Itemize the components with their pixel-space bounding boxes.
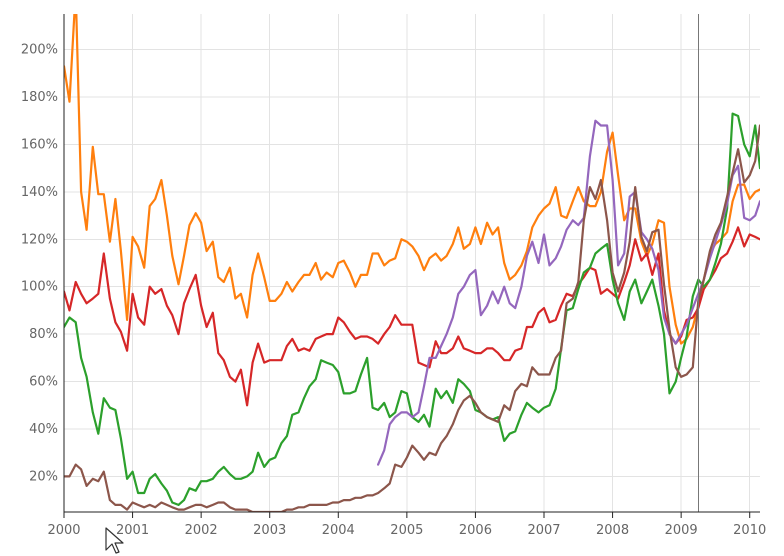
- x-tick-label: 2010: [733, 523, 766, 538]
- x-tick-label: 2006: [459, 523, 492, 538]
- y-tick-label: 40%: [29, 422, 58, 437]
- x-tick-label: 2008: [596, 523, 629, 538]
- x-tick-label: 2004: [322, 523, 355, 538]
- series-line-1: [64, 14, 760, 345]
- y-axis-labels: 20% 40% 60% 80% 100% 120% 140% 160% 180% 200%: [21, 43, 58, 485]
- series-layer: [64, 14, 760, 512]
- y-tick-label: 200%: [21, 43, 58, 58]
- series-line-5: [64, 124, 760, 512]
- series-line-4: [377, 119, 760, 466]
- x-tick-label: 2002: [185, 523, 218, 538]
- y-tick-label: 100%: [21, 280, 58, 295]
- x-tick-label: 2000: [47, 523, 80, 538]
- y-tick-label: 120%: [21, 232, 58, 247]
- x-axis-labels: 2000 2001 2002 2003 2004 2005 2006 2007 2008 2009…: [47, 512, 766, 538]
- y-tick-label: 20%: [29, 469, 58, 484]
- y-tick-label: 80%: [29, 327, 58, 342]
- series-line-2: [64, 226, 760, 407]
- x-tick-label: 2001: [116, 523, 149, 538]
- x-tick-label: 2009: [665, 523, 698, 538]
- y-tick-label: 180%: [21, 90, 58, 105]
- y-tick-label: 140%: [21, 185, 58, 200]
- y-tick-label: 160%: [21, 137, 58, 152]
- x-tick-label: 2007: [527, 523, 560, 538]
- x-tick-label: 2003: [253, 523, 286, 538]
- y-tick-label: 60%: [29, 375, 58, 390]
- mouse-pointer-icon: [105, 527, 124, 554]
- x-tick-label: 2005: [390, 523, 423, 538]
